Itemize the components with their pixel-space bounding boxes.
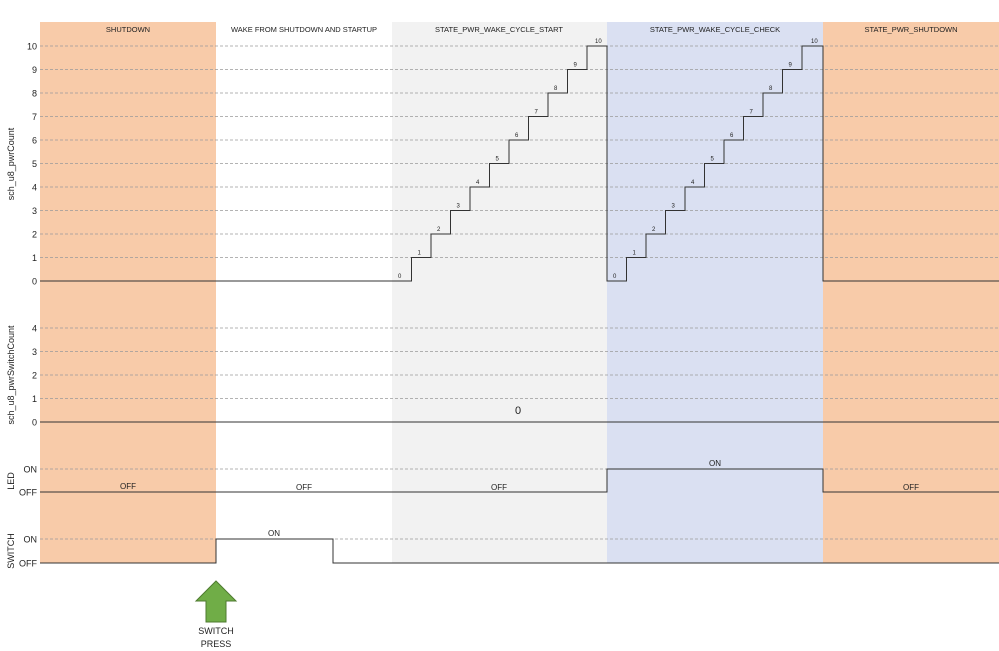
phase-label-cycle-start: STATE_PWR_WAKE_CYCLE_START <box>435 25 563 34</box>
ylabel-led: LED <box>6 472 16 490</box>
step-value-label: 2 <box>437 227 441 233</box>
phase-bands <box>40 22 999 563</box>
phase-label-shutdown: SHUTDOWN <box>106 25 150 34</box>
step-value-label: 5 <box>496 157 500 163</box>
tick-pwr-count: 0 <box>32 277 37 287</box>
tick-pwr-switch-count: 2 <box>32 371 37 381</box>
tick-pwr-switch-count: 4 <box>32 324 37 334</box>
step-value-label: 8 <box>554 86 558 92</box>
step-value-labels: 0 1 2 3 4 5 6 7 8 9 10 0 1 2 3 4 5 6 7 8 9 10 <box>398 39 818 280</box>
lane-labels: sch_u8_pwrCount sch_u8_pwrSwitchCount LE… <box>6 127 16 569</box>
pwr-switch-count-value: 0 <box>515 405 521 417</box>
ylabel-switch: SWITCH <box>6 533 16 569</box>
tick-led-off: OFF <box>19 488 37 498</box>
tick-pwr-count: 5 <box>32 159 37 169</box>
phase-band-wake <box>216 22 392 563</box>
up-arrow-icon <box>194 580 238 623</box>
step-value-label: 10 <box>595 39 602 45</box>
led-state-cycle-check: ON <box>709 459 721 468</box>
phase-band-cycle-start <box>392 22 607 563</box>
step-value-label: 3 <box>457 204 461 210</box>
led-state-shutdown: OFF <box>120 482 136 491</box>
switch-waveform <box>40 538 999 564</box>
tick-switch-off: OFF <box>19 559 37 569</box>
ylabel-pwr-switch-count: sch_u8_pwrSwitchCount <box>6 325 16 425</box>
step-value-label: 6 <box>730 133 734 139</box>
led-state-cycle-start: OFF <box>491 483 507 492</box>
step-value-label: 1 <box>633 251 637 257</box>
led-state-pwr-shutdown: OFF <box>903 483 919 492</box>
led-state-labels: OFF OFF OFF ON OFF <box>120 459 919 492</box>
step-value-label: 2 <box>652 227 656 233</box>
tick-pwr-count: 7 <box>32 112 37 122</box>
phase-band-pwr-shutdown <box>823 22 999 563</box>
step-value-label: 4 <box>691 180 695 186</box>
switch-on-label: ON <box>268 529 280 538</box>
step-value-label: 9 <box>574 63 578 69</box>
tick-pwr-count: 3 <box>32 206 37 216</box>
step-value-label: 1 <box>418 251 422 257</box>
step-value-label: 7 <box>535 110 539 116</box>
phase-label-pwr-shutdown: STATE_PWR_SHUTDOWN <box>864 25 957 34</box>
phase-band-cycle-check <box>607 22 823 563</box>
phase-band-shutdown <box>40 22 216 563</box>
tick-pwr-count: 10 <box>27 42 37 52</box>
phase-label-wake: WAKE FROM SHUTDOWN AND STARTUP <box>231 25 377 34</box>
step-value-label: 8 <box>769 86 773 92</box>
tick-pwr-switch-count: 3 <box>32 347 37 357</box>
led-state-wake: OFF <box>296 483 312 492</box>
pwr-count-waveform <box>40 45 999 282</box>
step-value-label: 4 <box>476 180 480 186</box>
switch-press-label-line2: PRESS <box>201 639 232 649</box>
led-waveform <box>40 468 999 493</box>
step-value-label: 7 <box>750 110 754 116</box>
tick-pwr-count: 6 <box>32 136 37 146</box>
tick-pwr-count: 9 <box>32 65 37 75</box>
step-value-label: 10 <box>811 39 818 45</box>
axis-tick-labels: 0 1 2 3 4 5 6 7 8 9 10 0 1 2 3 4 OFF ON OFF ON <box>19 42 37 569</box>
tick-led-on: ON <box>24 465 38 475</box>
step-value-label: 0 <box>398 274 402 280</box>
switch-press-label-line1: SWITCH <box>198 626 234 636</box>
tick-pwr-count: 4 <box>32 183 37 193</box>
tick-pwr-switch-count: 1 <box>32 394 37 404</box>
tick-pwr-switch-count: 0 <box>32 418 37 428</box>
phase-label-cycle-check: STATE_PWR_WAKE_CYCLE_CHECK <box>650 25 780 34</box>
step-value-label: 0 <box>613 274 617 280</box>
step-value-label: 9 <box>789 63 793 69</box>
phase-headers: SHUTDOWN WAKE FROM SHUTDOWN AND STARTUP … <box>106 25 958 34</box>
tick-pwr-count: 2 <box>32 230 37 240</box>
step-value-label: 6 <box>515 133 519 139</box>
tick-pwr-count: 8 <box>32 89 37 99</box>
ylabel-pwr-count: sch_u8_pwrCount <box>6 127 16 200</box>
tick-switch-on: ON <box>24 535 38 545</box>
step-value-label: 5 <box>711 157 715 163</box>
tick-pwr-count: 1 <box>32 253 37 263</box>
step-value-label: 3 <box>672 204 676 210</box>
